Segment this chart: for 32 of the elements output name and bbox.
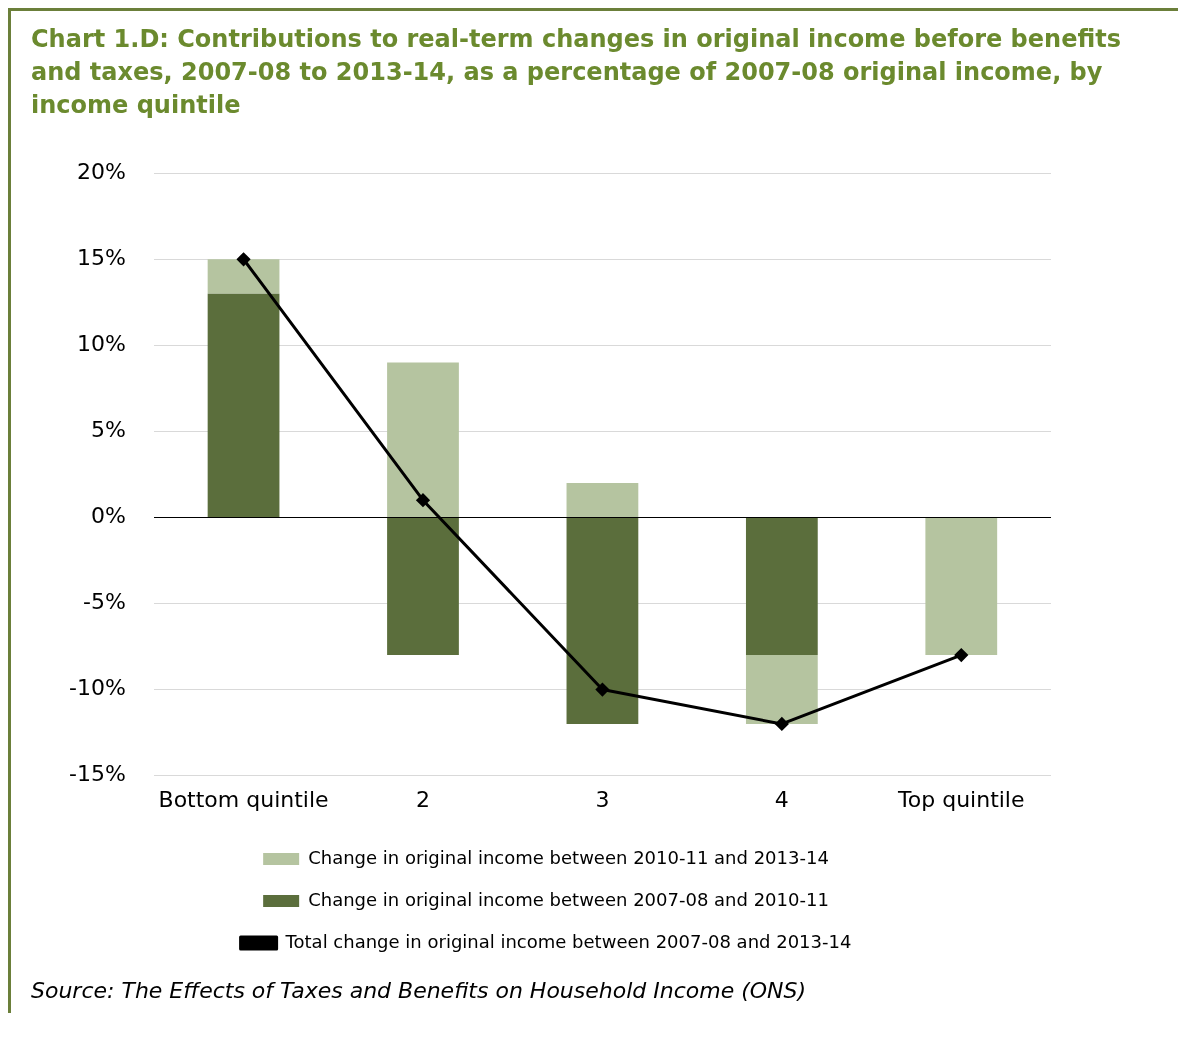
bar [745, 517, 818, 656]
point [595, 683, 609, 697]
bar [207, 293, 280, 517]
legend-label: Change in original income between 2010-11 and 2013-14 [308, 846, 829, 868]
x-tick-label: 3 [595, 786, 610, 812]
point [237, 252, 251, 266]
legend-label: Change in original income between 2007-08 and 2010-11 [308, 888, 829, 910]
bar [566, 517, 639, 724]
y-tick-label: 10% [76, 331, 126, 357]
source-note: Source: The Effects of Taxes and Benefits on Household Income (ONS) [31, 978, 808, 1003]
bar [745, 655, 818, 724]
bar [387, 517, 459, 656]
bar [207, 259, 280, 294]
y-tick-label: 0% [90, 503, 126, 529]
bar [387, 362, 459, 517]
point [954, 648, 968, 662]
y-tick-label: 20% [76, 158, 126, 184]
y-tick-label: 5% [90, 417, 126, 443]
y-tick-label: -10% [68, 675, 126, 701]
y-tick-label: -15% [68, 761, 126, 787]
x-tick-label: Top quintile [897, 786, 1025, 812]
legend-label: Total change in original income between 2007-08 and 2013-14 [284, 930, 852, 952]
chart-title: Chart 1.D: Contributions to real-term changes in original income before benefits and taxes, 2007-08 to 2013-14, as a percentage of 2007-08 original income, by income quintile [31, 24, 1122, 121]
point [775, 717, 789, 731]
x-tick-label: 4 [774, 786, 789, 812]
y-tick-label: 15% [76, 244, 126, 270]
x-tick-label: Bottom quintile [158, 786, 329, 812]
y-tick-label: -5% [82, 589, 126, 615]
point [416, 493, 430, 507]
x-tick-label: 2 [415, 786, 430, 812]
bar [925, 517, 998, 656]
bar [566, 483, 639, 517]
